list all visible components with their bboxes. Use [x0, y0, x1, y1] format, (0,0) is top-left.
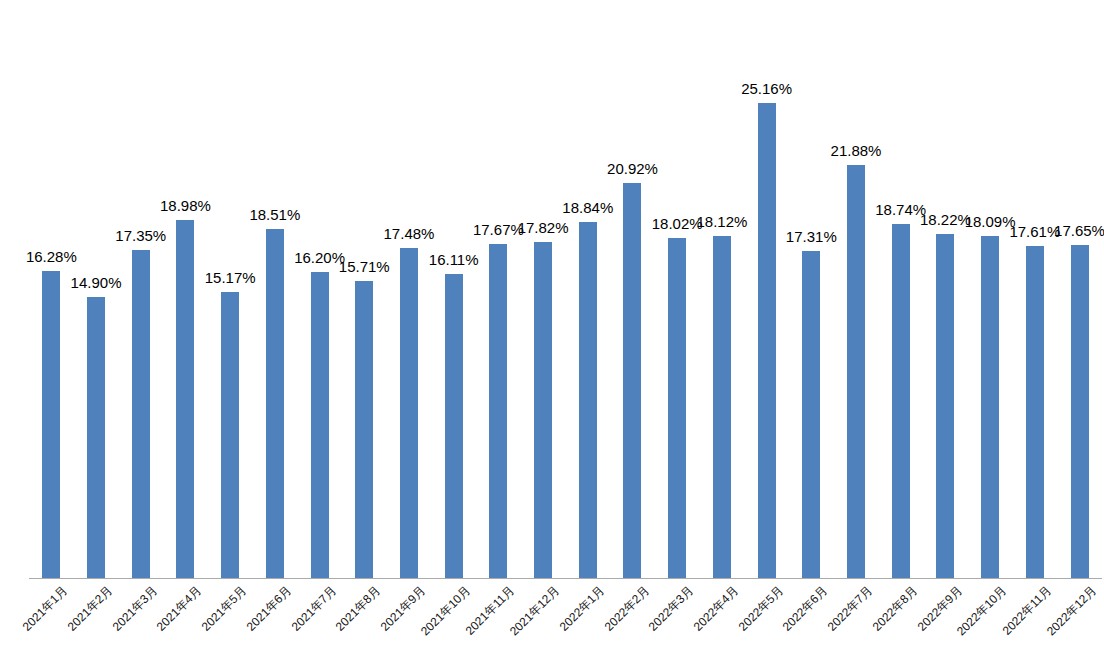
- bar: [668, 238, 686, 578]
- bar-slot: 18.98%: [163, 0, 208, 578]
- bar: [445, 274, 463, 578]
- bar-slot: 16.11%: [431, 0, 476, 578]
- bar-value-label: 18.12%: [696, 214, 747, 231]
- bar-slot: 17.82%: [521, 0, 566, 578]
- bar-slot: 20.92%: [610, 0, 655, 578]
- bar: [311, 272, 329, 578]
- bar: [87, 297, 105, 578]
- bar: [847, 165, 865, 578]
- bar-value-label: 18.98%: [160, 198, 211, 215]
- plot-area: 16.28%14.90%17.35%18.98%15.17%18.51%16.2…: [29, 0, 1102, 578]
- bar-slot: 16.28%: [29, 0, 74, 578]
- bar-value-label: 17.67%: [473, 222, 524, 239]
- bar-value-label: 17.35%: [115, 228, 166, 245]
- bar-slot: 15.71%: [342, 0, 387, 578]
- bar-value-label: 20.92%: [607, 161, 658, 178]
- bar: [802, 251, 820, 578]
- bar-slot: 18.12%: [700, 0, 745, 578]
- bar-value-label: 18.09%: [965, 214, 1016, 231]
- bar: [936, 234, 954, 578]
- bar: [713, 236, 731, 578]
- bar: [221, 292, 239, 578]
- bar: [132, 250, 150, 578]
- bar: [489, 244, 507, 578]
- bar-value-label: 18.84%: [562, 200, 613, 217]
- bar-slot: 17.65%: [1057, 0, 1102, 578]
- bar: [400, 248, 418, 578]
- x-axis-line: [29, 578, 1102, 579]
- bar: [981, 236, 999, 578]
- bar-value-label: 17.82%: [518, 220, 569, 237]
- bar-value-label: 15.17%: [205, 270, 256, 287]
- bar: [579, 222, 597, 578]
- bar-slot: 25.16%: [744, 0, 789, 578]
- bar-value-label: 25.16%: [741, 81, 792, 98]
- bar-slot: 17.67%: [476, 0, 521, 578]
- bar-value-label: 18.51%: [249, 207, 300, 224]
- x-axis-labels: 2021年1月2021年2月2021年3月2021年4月2021年5月2021年…: [0, 584, 1104, 661]
- bar: [266, 229, 284, 578]
- bar-value-label: 16.11%: [429, 252, 479, 269]
- bar-slot: 17.31%: [789, 0, 834, 578]
- bar-slot: 18.84%: [565, 0, 610, 578]
- bar: [355, 281, 373, 578]
- bar: [623, 183, 641, 578]
- bar-value-label: 18.22%: [920, 212, 971, 229]
- bar-slot: 16.20%: [297, 0, 342, 578]
- bar-value-label: 17.31%: [786, 229, 837, 246]
- bar-slot: 18.09%: [968, 0, 1013, 578]
- bar-value-label: 17.48%: [384, 226, 435, 243]
- bars-row: 16.28%14.90%17.35%18.98%15.17%18.51%16.2…: [29, 0, 1102, 578]
- bar-value-label: 16.20%: [294, 250, 345, 267]
- bar-slot: 18.22%: [923, 0, 968, 578]
- bar-slot: 14.90%: [74, 0, 119, 578]
- bar-value-label: 18.02%: [652, 216, 703, 233]
- bar: [534, 242, 552, 578]
- bar-slot: 18.51%: [253, 0, 298, 578]
- bar-value-label: 17.61%: [1009, 224, 1060, 241]
- bar-value-label: 14.90%: [71, 275, 122, 292]
- bar-slot: 18.02%: [655, 0, 700, 578]
- bar-value-label: 21.88%: [831, 143, 882, 160]
- bar: [1071, 245, 1089, 578]
- bar-slot: 17.35%: [118, 0, 163, 578]
- bar: [1026, 246, 1044, 578]
- bar-value-label: 17.65%: [1054, 223, 1104, 240]
- bar-slot: 18.74%: [878, 0, 923, 578]
- bar-slot: 17.61%: [1012, 0, 1057, 578]
- screen: 16.28%14.90%17.35%18.98%15.17%18.51%16.2…: [0, 0, 1104, 661]
- bar-value-label: 16.28%: [26, 249, 77, 266]
- bar-slot: 21.88%: [834, 0, 879, 578]
- bar-value-label: 15.71%: [339, 259, 390, 276]
- bar: [758, 103, 776, 578]
- bar: [892, 224, 910, 578]
- bar-value-label: 18.74%: [875, 202, 926, 219]
- bar: [42, 271, 60, 578]
- bar: [176, 220, 194, 578]
- bar-slot: 15.17%: [208, 0, 253, 578]
- bar-slot: 17.48%: [387, 0, 432, 578]
- bar-chart: 16.28%14.90%17.35%18.98%15.17%18.51%16.2…: [0, 0, 1104, 661]
